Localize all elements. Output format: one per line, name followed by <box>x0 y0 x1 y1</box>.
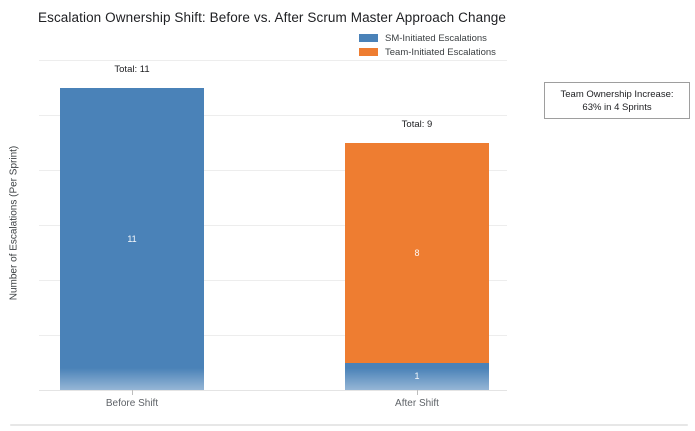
legend-swatch-blue-icon <box>359 34 378 42</box>
bar-segment-after-shift: 1 <box>345 362 489 390</box>
gridline-y-12 <box>39 60 507 62</box>
gridline-y-10 <box>39 115 507 117</box>
y-axis-title: Number of Escalations (Per Sprint) <box>8 145 20 301</box>
gridline-y-8 <box>39 170 507 172</box>
gridline-y-4 <box>39 280 507 282</box>
legend-label: Team-Initiated Escalations <box>385 46 496 58</box>
annotation-text-line1: Team Ownership Increase: <box>560 88 674 100</box>
legend-item-sm-initiated: SM-Initiated Escalations <box>359 32 496 44</box>
legend: SM-Initiated Escalations Team-Initiated … <box>359 32 496 58</box>
bar-value-label: 11 <box>127 233 137 244</box>
legend-label: SM-Initiated Escalations <box>385 32 487 44</box>
annotation-box: Team Ownership Increase: 63% in 4 Sprint… <box>544 82 690 119</box>
bar-segment-before-shift: 11 <box>60 87 204 390</box>
chart-title: Escalation Ownership Shift: Before vs. A… <box>38 10 507 25</box>
bar-value-label: 8 <box>414 247 420 258</box>
x-category-label-after-shift: After Shift <box>395 398 439 409</box>
x-category-label-before-shift: Before Shift <box>105 398 159 409</box>
total-label-1: Total: 11 <box>114 63 150 75</box>
gridline-y-2 <box>39 335 507 337</box>
x-axis-tick-2 <box>417 390 418 395</box>
total-label-2: Total: 9 <box>401 118 433 130</box>
gridline-y-6 <box>39 225 507 227</box>
x-axis-baseline <box>39 390 507 391</box>
legend-swatch-orange-icon <box>359 48 378 56</box>
bar-segment-after-shift: 8 <box>345 142 489 363</box>
bottom-divider <box>10 424 688 426</box>
annotation-text-line2: 63% in 4 Sprints <box>582 101 652 113</box>
bar-value-label: 1 <box>414 371 420 382</box>
legend-item-team-initiated: Team-Initiated Escalations <box>359 46 496 58</box>
x-axis-tick-1 <box>132 390 133 395</box>
